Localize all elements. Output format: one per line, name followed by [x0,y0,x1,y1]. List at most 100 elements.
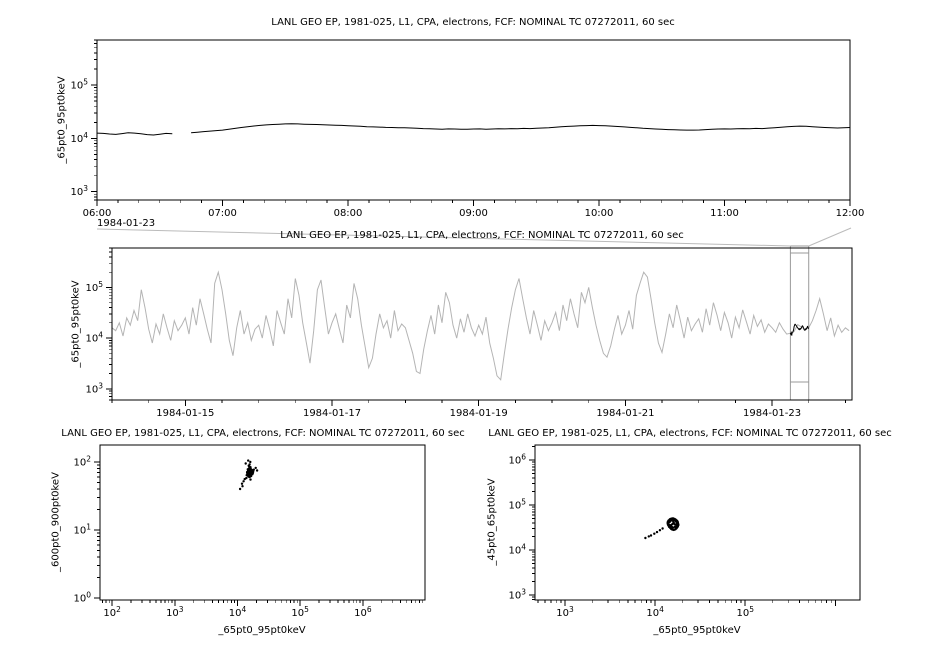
tick-label: 101 [73,522,91,536]
tick-label: 10:00 [585,208,614,219]
tick-label: 06:00 [83,208,112,219]
scatter-point [249,478,252,481]
scatter-point [649,534,653,537]
tick-label: 12:00 [836,208,865,219]
tick-label: 106 [354,605,372,619]
top-panel-ylabel: _65pt0_95pt0keV [56,76,68,164]
context-panel-ylabel: _65pt0_95pt0keV [70,280,82,368]
scatter-point [666,522,669,525]
tick-label: 104 [70,131,88,145]
zoom-connector-left [96,228,791,247]
scatter-point [669,526,672,530]
context-timeseries-panel: 1984-01-15 1984-01-17 1984-01-19 1984-01-21… [85,245,853,419]
scatter-point [644,536,647,540]
scatter-right-ylabel: _45pt0_65pt0keV [486,478,498,566]
scatter-point [238,487,242,491]
scatter-point [252,468,255,471]
scatter-point [673,518,677,522]
plot-area[interactable] [535,445,860,600]
scatter-point [672,520,675,523]
plot-area[interactable] [97,40,850,200]
scatter-right-xlabel: _65pt0_95pt0keV [653,625,741,636]
scatter-point [647,535,650,538]
scatter-point [676,523,679,527]
scatter-point [653,532,656,535]
tick-label: 07:00 [208,208,237,219]
tick-label: 103 [508,587,526,601]
scatter-panel-right: 103 104 105 103 104 105 106 [508,444,861,619]
tick-label: 105 [70,78,88,92]
scatter-left-xlabel: _65pt0_95pt0keV [218,625,306,636]
scatter-point [668,520,671,524]
scatter-point [673,523,676,526]
plot-frame [99,444,426,601]
tick-label: 1984-01-21 [596,408,654,419]
scatter-left-ylabel: _600pt0_900pt0keV [50,472,62,572]
scatter-point [673,528,676,531]
top-timeseries-panel: 06:00 07:00 08:00 09:00 10:00 11:00 12:00 103 10… [70,39,865,219]
tick-label: 105 [736,605,754,619]
scatter-point [249,460,252,464]
scatter-point [667,524,670,527]
context-panel-title: LANL GEO EP, 1981-025, L1, CPA, electron… [280,230,684,241]
scatter-point [240,482,244,485]
tick-label: 106 [508,452,526,466]
tick-label: 104 [646,605,664,619]
scatter-point [661,527,664,530]
scatter-right-title: LANL GEO EP, 1981-025, L1, CPA, electron… [488,428,892,439]
scatter-panel-left: 102 103 104 105 106 100 101 102 [73,444,426,619]
scatter-point [251,471,255,475]
scatter-point [244,462,247,465]
scatter-point [245,474,248,477]
top-panel-date-label: 1984-01-23 [97,218,156,229]
tick-label: 1984-01-15 [156,408,214,419]
scatter-point [670,528,674,531]
selected-range-series [789,323,810,337]
time-range-selection [789,245,810,400]
scatter-point [247,459,250,462]
scatter-point [249,474,253,478]
tick-label: 100 [73,590,91,604]
tick-label: 102 [73,455,91,469]
scatter-point [247,469,250,473]
scatter-point [247,475,250,478]
scatter-point [255,469,259,472]
plot-frame [111,247,853,401]
scatter-point [655,530,659,534]
tick-label: 103 [70,184,88,198]
scatter-point [248,467,252,470]
plot-area[interactable] [100,445,425,600]
tick-label: 1984-01-23 [743,408,801,419]
plot-frame [534,444,861,601]
tick-label: 1984-01-17 [303,408,361,419]
tick-label: 104 [508,542,526,556]
plot-frame [96,39,851,201]
scatter-point [243,477,246,481]
scatter-point [242,480,245,483]
zoom-connector-right [808,227,852,247]
tick-label: 1984-01-19 [450,408,508,419]
scatter-point [658,529,662,532]
scatter-point [241,485,244,488]
top-panel-title: LANL GEO EP, 1981-025, L1, CPA, electron… [271,17,675,28]
tick-label: 104 [229,605,247,619]
tick-label: 105 [291,605,309,619]
tick-label: 103 [166,605,184,619]
tick-label: 105 [85,280,103,294]
tick-label: 102 [103,605,121,619]
plot-area[interactable] [112,248,852,400]
data-series-line [111,270,850,381]
scatter-point [671,526,674,529]
scatter-point [254,466,257,470]
tick-label: 103 [85,381,103,395]
tick-label: 09:00 [459,208,488,219]
scatter-point [669,524,672,527]
scatter-point [676,521,680,525]
tick-label: 105 [508,497,526,511]
tick-label: 11:00 [710,208,739,219]
tick-label: 08:00 [334,208,363,219]
scatter-left-title: LANL GEO EP, 1981-025, L1, CPA, electron… [61,428,465,439]
scatter-point [248,465,251,468]
